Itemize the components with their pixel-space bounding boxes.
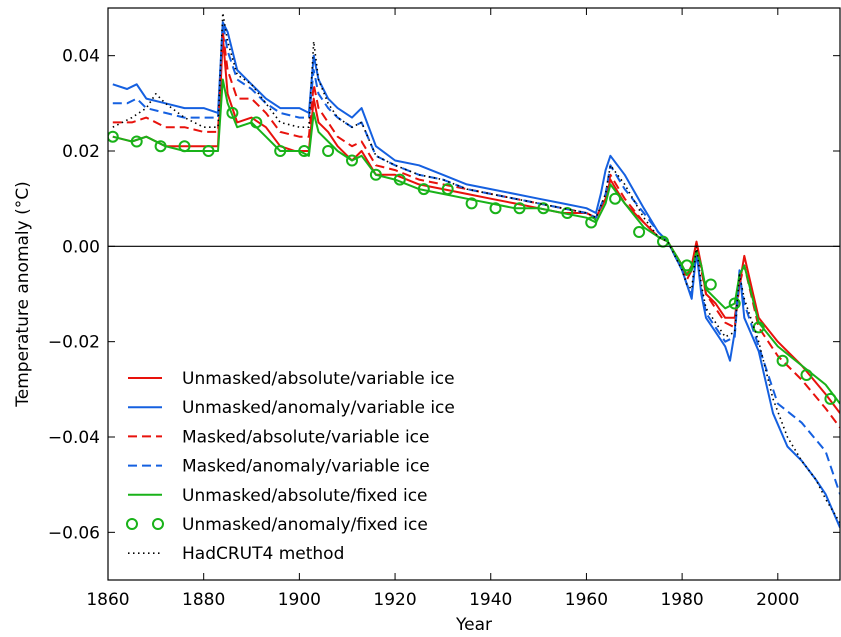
legend-label: HadCRUT4 method <box>182 544 344 564</box>
x-tick-label: 1960 <box>565 590 608 610</box>
series-5-point <box>513 202 526 215</box>
series-3-line <box>112 21 840 495</box>
series-5-point <box>178 140 191 153</box>
series-5-point <box>250 116 263 129</box>
x-tick-label: 1980 <box>660 590 703 610</box>
legend-item: Unmasked/absolute/variable ice <box>128 369 455 389</box>
legend-label: Unmasked/anomaly/fixed ice <box>182 515 428 535</box>
series-5-point <box>633 226 646 238</box>
x-axis-label: Year <box>455 615 492 635</box>
legend-marker <box>126 518 138 530</box>
legend-item: Unmasked/absolute/fixed ice <box>128 486 428 506</box>
series-5-point <box>776 354 789 367</box>
series-5-point <box>489 202 502 215</box>
legend: Unmasked/absolute/variable ice Unmasked/a… <box>126 369 455 564</box>
x-tick-label: 1860 <box>86 590 129 610</box>
x-tick-label: 1880 <box>182 590 225 610</box>
y-tick-label: 0.00 <box>62 237 100 257</box>
x-tick-label: 1900 <box>278 590 321 610</box>
series-5-point <box>130 135 143 148</box>
series-5-point <box>561 207 574 219</box>
legend-label: Masked/absolute/variable ice <box>182 427 430 447</box>
series-5 <box>108 106 837 405</box>
series-5-point <box>417 183 430 196</box>
x-tick-label: 2000 <box>756 590 799 610</box>
series-5-point <box>108 130 119 143</box>
y-axis-label: Temperature anomaly (°C) <box>13 181 33 407</box>
series-layer <box>108 12 840 528</box>
plot-frame <box>107 7 841 581</box>
series-6 <box>112 12 840 524</box>
series-5-point <box>441 183 454 196</box>
series-5-point <box>585 216 598 229</box>
series-5-point <box>298 145 311 157</box>
axes-layer: 1860 1880 1900 1920 1940 1960 1980 2000 0.04 0.02… <box>48 7 841 610</box>
legend-item: Unmasked/anomaly/fixed ice <box>126 515 428 535</box>
series-5-point <box>824 392 837 405</box>
series-5-point <box>226 106 239 119</box>
legend-item: Masked/absolute/variable ice <box>128 427 430 447</box>
legend-label: Unmasked/absolute/variable ice <box>182 369 455 389</box>
series-5-point <box>800 369 813 381</box>
x-tick-label: 1920 <box>373 590 416 610</box>
legend-label: Unmasked/anomaly/variable ice <box>182 398 455 418</box>
y-tick-label: 0.04 <box>62 47 100 67</box>
series-5-point <box>274 145 287 157</box>
series-5-point <box>393 173 406 186</box>
series-5-point <box>346 154 358 167</box>
legend-label: Masked/anomaly/variable ice <box>182 457 430 477</box>
series-5-point <box>202 145 215 157</box>
y-tick-label: −0.06 <box>48 523 100 543</box>
legend-item: Unmasked/anomaly/variable ice <box>128 398 455 418</box>
series-5-point <box>537 202 550 215</box>
series-5-point <box>465 197 478 210</box>
series-4-line <box>112 78 840 405</box>
series-5-point <box>609 192 622 205</box>
series-5-point <box>728 297 741 310</box>
series-5-point <box>680 259 693 272</box>
series-5-point <box>154 140 167 153</box>
series-5-point <box>322 145 335 157</box>
series-1-line <box>112 21 840 528</box>
legend-marker <box>152 518 164 530</box>
y-tick-label: −0.04 <box>48 428 100 448</box>
series-4 <box>112 78 840 405</box>
series-6-line <box>112 12 840 524</box>
series-5-point <box>704 278 717 291</box>
legend-item: Masked/anomaly/variable ice <box>128 457 430 477</box>
legend-label: Unmasked/absolute/fixed ice <box>182 486 428 506</box>
y-tick-label: −0.02 <box>48 333 100 353</box>
series-1 <box>112 21 840 528</box>
y-tick-label: 0.02 <box>62 142 100 162</box>
series-3 <box>112 21 840 495</box>
legend-item: HadCRUT4 method <box>128 544 344 564</box>
x-tick-label: 1940 <box>469 590 512 610</box>
series-5-point <box>369 168 382 181</box>
